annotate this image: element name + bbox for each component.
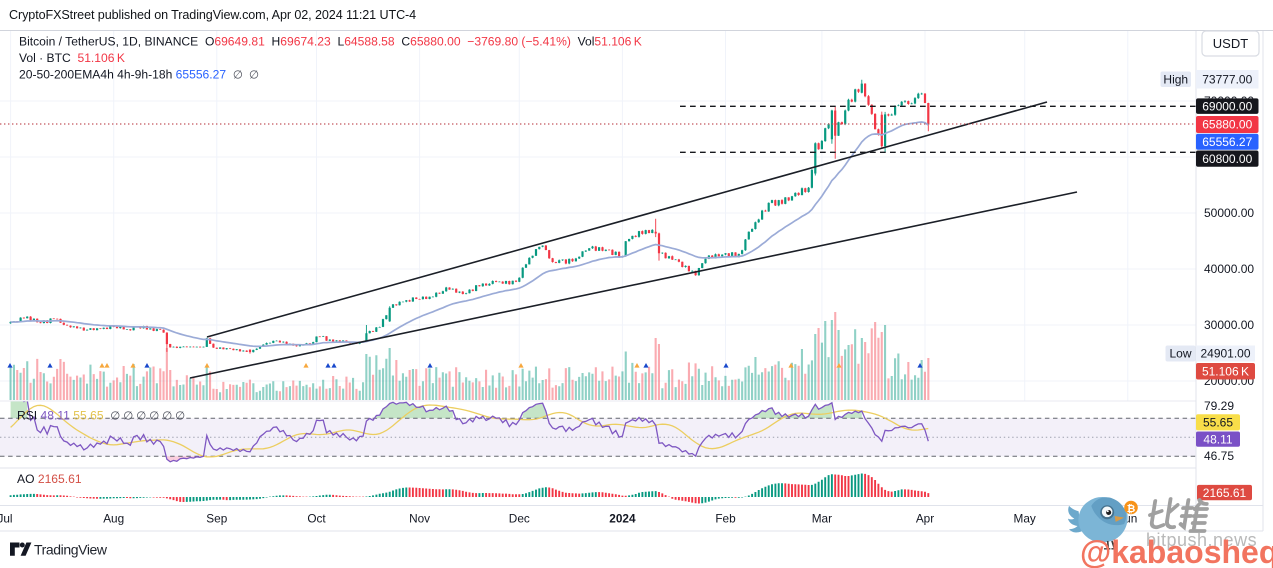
svg-text:Sep: Sep <box>206 512 227 526</box>
svg-text:Low: Low <box>1169 347 1191 361</box>
svg-text:79.29: 79.29 <box>1204 399 1234 413</box>
svg-text:20-50-200EMA4h 4h-9h-18h 65556: 20-50-200EMA4h 4h-9h-18h 65556.27 ∅ ∅ <box>19 68 259 82</box>
svg-text:Feb: Feb <box>715 512 736 526</box>
svg-text:40000.00: 40000.00 <box>1204 262 1254 276</box>
svg-text:46.75: 46.75 <box>1204 449 1234 463</box>
svg-text:24901.00: 24901.00 <box>1200 347 1250 361</box>
svg-text:Nov: Nov <box>409 512 430 526</box>
svg-text:69000.00: 69000.00 <box>1202 99 1252 113</box>
svg-text:RSI 48.11 55.65 ∅ ∅ ∅ ∅ ∅ ∅: RSI 48.11 55.65 ∅ ∅ ∅ ∅ ∅ ∅ <box>17 409 185 423</box>
svg-text:65556.27: 65556.27 <box>1202 135 1252 149</box>
svg-text:@kabaoshequ: @kabaoshequ <box>1080 534 1273 568</box>
svg-text:Bitcoin / TetherUS, 1D, BINANC: Bitcoin / TetherUS, 1D, BINANCE O69649.8… <box>19 35 642 49</box>
svg-text:48.11: 48.11 <box>1203 432 1232 446</box>
svg-text:CryptoFXStreet published on Tr: CryptoFXStreet published on TradingView.… <box>9 8 416 22</box>
svg-text:Apr: Apr <box>916 512 934 526</box>
svg-text:Jul: Jul <box>0 512 13 526</box>
svg-text:₿: ₿ <box>1127 503 1136 515</box>
svg-text:Vol · BTC 51.106 K: Vol · BTC 51.106 K <box>19 51 125 65</box>
svg-text:73777.00: 73777.00 <box>1202 72 1252 86</box>
svg-text:Mar: Mar <box>812 512 832 526</box>
svg-text:TradingView: TradingView <box>34 542 108 558</box>
svg-text:bitpush.news: bitpush.news <box>1146 530 1257 550</box>
svg-text:Oct: Oct <box>307 512 326 526</box>
svg-text:55.65: 55.65 <box>1203 416 1233 430</box>
svg-text:50000.00: 50000.00 <box>1204 206 1254 220</box>
svg-text:60800.00: 60800.00 <box>1202 152 1252 166</box>
svg-text:High: High <box>1163 72 1188 86</box>
svg-text:2024: 2024 <box>609 512 636 526</box>
svg-text:AO 2165.61: AO 2165.61 <box>17 472 82 486</box>
svg-text:51.106 K: 51.106 K <box>1202 364 1249 378</box>
svg-text:USDT: USDT <box>1213 36 1248 51</box>
svg-text:Dec: Dec <box>509 512 530 526</box>
svg-text:May: May <box>1014 512 1036 526</box>
svg-text:30000.00: 30000.00 <box>1204 318 1254 332</box>
svg-text:2165.61: 2165.61 <box>1203 486 1247 500</box>
svg-text:65880.00: 65880.00 <box>1202 118 1252 132</box>
svg-text:Aug: Aug <box>103 512 124 526</box>
